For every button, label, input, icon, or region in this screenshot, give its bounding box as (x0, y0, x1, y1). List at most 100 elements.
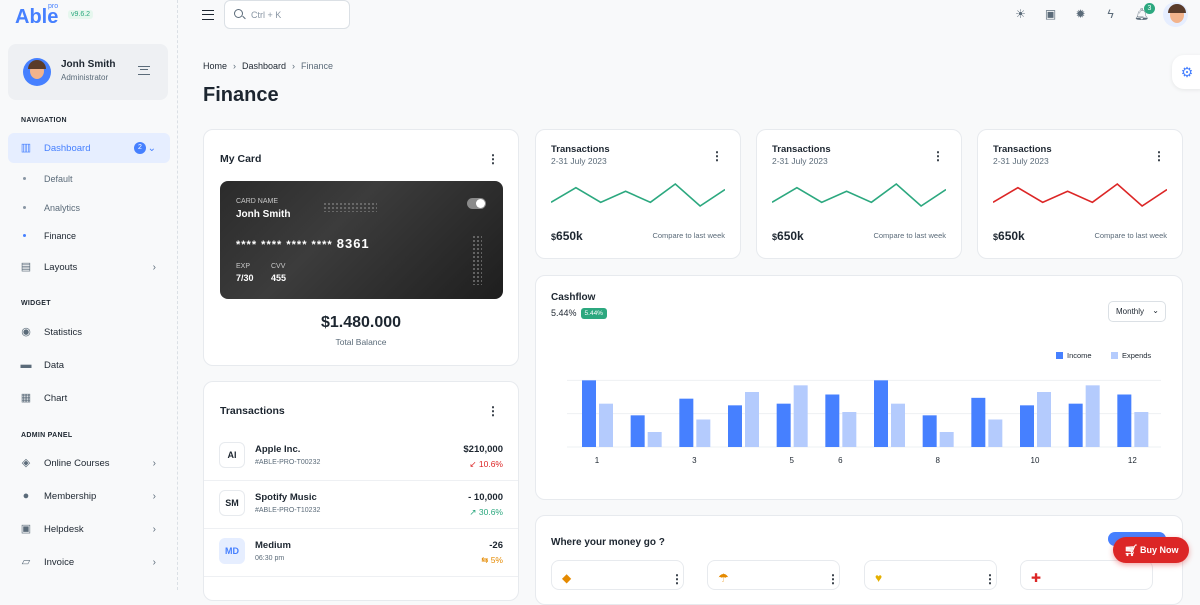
category-card[interactable]: ✚ (1020, 560, 1153, 590)
bar-expends-7 (891, 403, 905, 447)
mini-card-date: 2-31 July 2023 (772, 156, 828, 166)
filter-icon[interactable] (138, 66, 150, 75)
customizer-gear-icon[interactable]: ⚙ (1172, 55, 1200, 89)
more-vertical-icon[interactable]: ⋮ (1153, 149, 1165, 163)
category-card[interactable]: ♥ ⋮ (864, 560, 997, 590)
cashflow-title: Cashflow (551, 292, 596, 303)
sparkline-series (551, 182, 725, 208)
transaction-avatar: SM (219, 490, 245, 516)
more-vertical-icon: ⋮ (984, 572, 996, 586)
transaction-name: Apple Inc. (255, 444, 301, 455)
card-toggle[interactable] (467, 198, 486, 209)
bar-expends-2 (647, 432, 662, 447)
bar-expends-1 (599, 403, 613, 447)
x-tick-label: 10 (1031, 456, 1040, 465)
sidebar-item-online-courses[interactable]: ◈ Online Courses › (8, 448, 170, 478)
category-card[interactable]: ◆ ⋮ (551, 560, 684, 590)
mini-card-value: $650k (551, 229, 583, 243)
sidebar-item-label: Membership (44, 490, 97, 502)
menu-icon[interactable] (202, 10, 214, 20)
medical-icon: ✚ (1031, 571, 1042, 585)
brand-logo[interactable]: Able pro (15, 3, 59, 28)
search-input[interactable]: Ctrl + K (224, 0, 350, 29)
table-row[interactable]: SM Spotify Music #ABLE-PRO-T10232 - 10,0… (204, 481, 518, 529)
transactions-mini-card: Transactions 2-31 July 2023 ⋮ $650k Comp… (977, 129, 1183, 259)
transaction-id: #ABLE-PRO-T00232 (255, 459, 321, 466)
mini-card-compare: Compare to last week (652, 231, 725, 240)
card-pattern (472, 235, 482, 285)
transaction-change: ↙ 10.6% (469, 459, 503, 469)
chevron-down-icon: ⌄ (147, 142, 156, 154)
breadcrumb-dashboard[interactable]: Dashboard (242, 61, 287, 71)
settings-icon[interactable]: ✹ (1075, 7, 1086, 21)
sidebar-subitem-analytics[interactable]: Analytics (44, 203, 81, 213)
my-card-panel: My Card ⋮ CARD NAME Jonh Smith **** ****… (203, 129, 519, 366)
user-card: Jonh Smith Administrator (8, 44, 168, 100)
sidebar-item-membership[interactable]: ● Membership › (8, 481, 170, 511)
cvv-value: 455 (271, 273, 287, 283)
transactions-title: Transactions (220, 405, 285, 417)
version-badge: v9.6.2 (68, 10, 94, 19)
sidebar-item-helpdesk[interactable]: ▣ Helpdesk › (8, 514, 170, 544)
more-vertical-icon: ⋮ (827, 572, 839, 586)
breadcrumb-home[interactable]: Home (203, 61, 228, 71)
sparkline-chart (551, 182, 725, 208)
user-role: Administrator (61, 73, 109, 82)
transactions-mini-card: Transactions 2-31 July 2023 ⋮ $650k Comp… (756, 129, 962, 259)
my-card-title: My Card (220, 153, 262, 165)
x-tick-label: 12 (1128, 456, 1137, 465)
sidebar-item-invoice[interactable]: ▱ Invoice › (8, 547, 170, 577)
sidebar-item-data[interactable]: ▬ Data (8, 350, 170, 380)
x-tick-label: 5 (789, 456, 794, 465)
table-row[interactable]: AI Apple Inc. #ABLE-PRO-T00232 $210,000 … (204, 433, 518, 481)
section-widget: WIDGET (21, 300, 51, 307)
sidebar-subitem-default[interactable]: Default (44, 174, 73, 184)
invoice-icon: ▱ (21, 556, 31, 568)
sidebar-item-statistics[interactable]: ◉ Statistics (8, 317, 170, 347)
bar-income-1 (582, 380, 596, 447)
buy-now-button[interactable]: 🛒︎ Buy Now (1113, 537, 1189, 563)
card-name-label: CARD NAME (236, 198, 279, 205)
more-vertical-icon[interactable]: ⋮ (487, 152, 499, 166)
chevron-right-icon: › (152, 523, 156, 535)
sparkline-chart (772, 182, 946, 208)
transaction-amount: -26 (489, 540, 503, 551)
category-card[interactable]: ☂ ⋮ (707, 560, 840, 590)
avatar[interactable] (23, 58, 51, 86)
lightning-icon[interactable]: ϟ (1107, 7, 1114, 21)
x-tick-label: 8 (935, 456, 940, 465)
bar-income-10 (1020, 405, 1034, 447)
table-row[interactable]: MD Medium 06:30 pm -26 ⇆ 5% (204, 529, 518, 577)
more-vertical-icon[interactable]: ⋮ (487, 404, 499, 418)
section-navigation: NAVIGATION (21, 117, 67, 124)
mini-card-title: Transactions (551, 144, 610, 155)
mini-card-compare: Compare to last week (1094, 231, 1167, 240)
avatar[interactable] (1163, 2, 1188, 27)
mini-card-value: $650k (772, 229, 804, 243)
period-select[interactable]: Monthly ⌄ (1108, 301, 1166, 322)
data-icon: ▬ (20, 359, 32, 371)
bar-income-3 (679, 398, 694, 447)
sparkline-series (772, 182, 946, 208)
transaction-avatar: AI (219, 442, 245, 468)
legend-expends: Expends (1111, 351, 1151, 360)
helpdesk-icon: ▣ (20, 523, 32, 535)
page-title: Finance (203, 84, 279, 106)
bar-expends-8 (939, 432, 954, 447)
language-icon[interactable]: ▣ (1044, 7, 1057, 21)
bar-income-8 (922, 415, 937, 447)
sidebar-item-chart[interactable]: ▦ Chart (8, 383, 170, 413)
sparkline-chart (993, 182, 1167, 208)
bar-expends-9 (988, 419, 1003, 447)
sun-icon[interactable]: ☀ (1015, 7, 1026, 21)
bag-icon: ♥ (875, 571, 883, 585)
x-tick-label: 6 (838, 456, 843, 465)
more-vertical-icon[interactable]: ⋮ (932, 149, 944, 163)
sidebar-subitem-finance[interactable]: Finance (44, 231, 77, 241)
transaction-change: ⇆ 5% (481, 555, 503, 565)
sidebar-item-layouts[interactable]: ▤ Layouts › (8, 252, 170, 282)
card-holder-name: Jonh Smith (236, 209, 291, 220)
more-vertical-icon[interactable]: ⋮ (711, 149, 723, 163)
more-vertical-icon: ⋮ (671, 572, 683, 586)
sidebar-item-dashboard[interactable]: ▥ Dashboard 2 ⌄ (8, 133, 170, 163)
